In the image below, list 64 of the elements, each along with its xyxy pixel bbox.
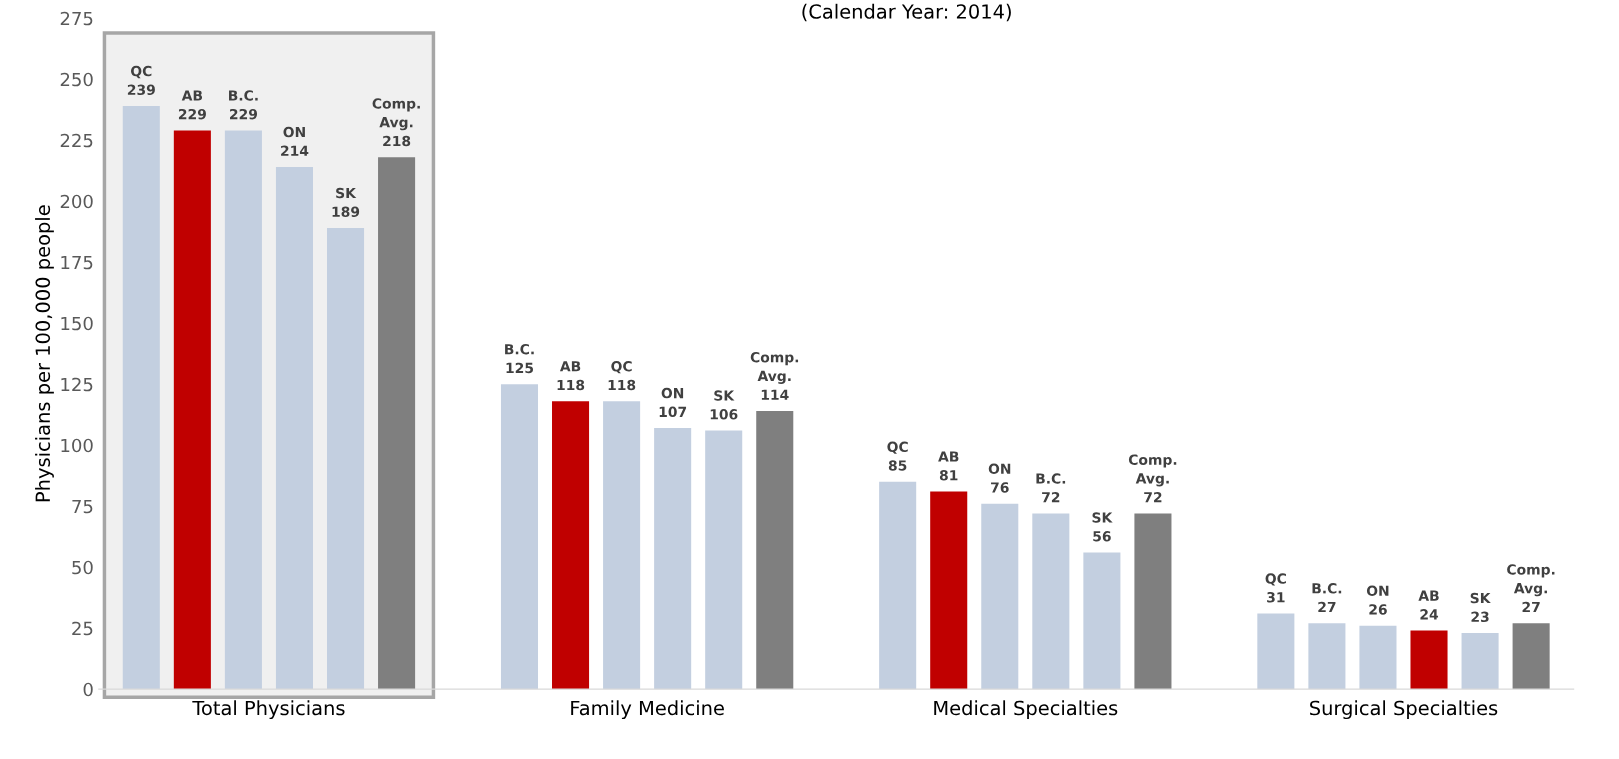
data-label: AB 118	[557, 361, 585, 391]
data-label: SK 106	[710, 390, 738, 420]
data-label: QC 85	[887, 441, 908, 471]
y-tick-label: 75	[72, 499, 93, 514]
data-label: Comp. Avg. 27	[1507, 564, 1555, 613]
bar	[705, 430, 743, 690]
bar	[1134, 513, 1172, 690]
bar	[122, 106, 160, 690]
bar	[1359, 625, 1397, 690]
data-label: ON 26	[1366, 585, 1389, 615]
y-tick-label: 0	[83, 682, 93, 697]
data-label: B.C. 229	[229, 90, 258, 120]
bar	[654, 428, 692, 690]
bar	[224, 130, 262, 690]
y-tick-label: 50	[72, 560, 93, 575]
data-label: B.C. 27	[1312, 583, 1342, 613]
bar	[173, 130, 211, 690]
data-label: ON 76	[988, 463, 1011, 493]
bar	[879, 481, 917, 690]
data-label: Comp. Avg. 72	[1128, 454, 1177, 503]
bar	[1032, 513, 1070, 690]
data-label: ON 107	[659, 387, 687, 418]
y-tick-label: 100	[61, 438, 93, 453]
y-tick-label: 250	[60, 72, 93, 87]
bar	[1083, 552, 1121, 690]
data-label: AB 24	[1418, 590, 1439, 620]
data-label: SK 56	[1092, 512, 1113, 542]
x-tick-label: Family Medicine	[571, 700, 724, 720]
data-label: SK 23	[1470, 592, 1491, 623]
bar	[1461, 633, 1499, 690]
bar	[552, 401, 590, 690]
data-label: Comp. Avg. 114	[750, 351, 799, 400]
data-label: B.C. 72	[1036, 473, 1066, 503]
data-label: QC 118	[608, 361, 636, 391]
bar	[930, 491, 968, 690]
bar	[1257, 613, 1295, 690]
y-axis-title: Physicians per 100,000 people	[35, 205, 54, 502]
y-tick-label: 275	[60, 11, 93, 26]
data-label: Comp. Avg. 218	[372, 98, 420, 147]
y-tick-label: 200	[60, 194, 93, 209]
x-tick-label: Total Physicians	[192, 700, 345, 720]
data-label: B.C. 125	[505, 343, 534, 374]
y-tick-label: 175	[61, 255, 93, 270]
y-tick-label: 150	[61, 316, 93, 331]
bar	[378, 157, 416, 690]
data-label: AB 81	[938, 451, 959, 481]
bar	[756, 411, 794, 690]
bar	[500, 384, 539, 690]
data-label: QC 239	[127, 65, 155, 96]
y-tick-label: 125	[61, 377, 93, 392]
bar	[275, 167, 313, 690]
bar	[1512, 623, 1550, 690]
bar	[981, 503, 1019, 690]
bar	[603, 401, 641, 690]
data-label: SK 189	[332, 187, 360, 218]
data-label: ON 214	[281, 126, 309, 156]
data-label: AB 229	[178, 90, 206, 120]
y-tick-label: 25	[72, 621, 93, 636]
chart-subtitle: (Calendar Year: 2014)	[802, 3, 1011, 22]
data-label: QC 31	[1265, 573, 1286, 603]
bar	[326, 228, 365, 690]
y-tick-label: 225	[60, 133, 93, 148]
x-tick-label: Surgical Specialties	[1310, 700, 1498, 720]
x-tick-label: Medical Specialties	[934, 700, 1118, 720]
